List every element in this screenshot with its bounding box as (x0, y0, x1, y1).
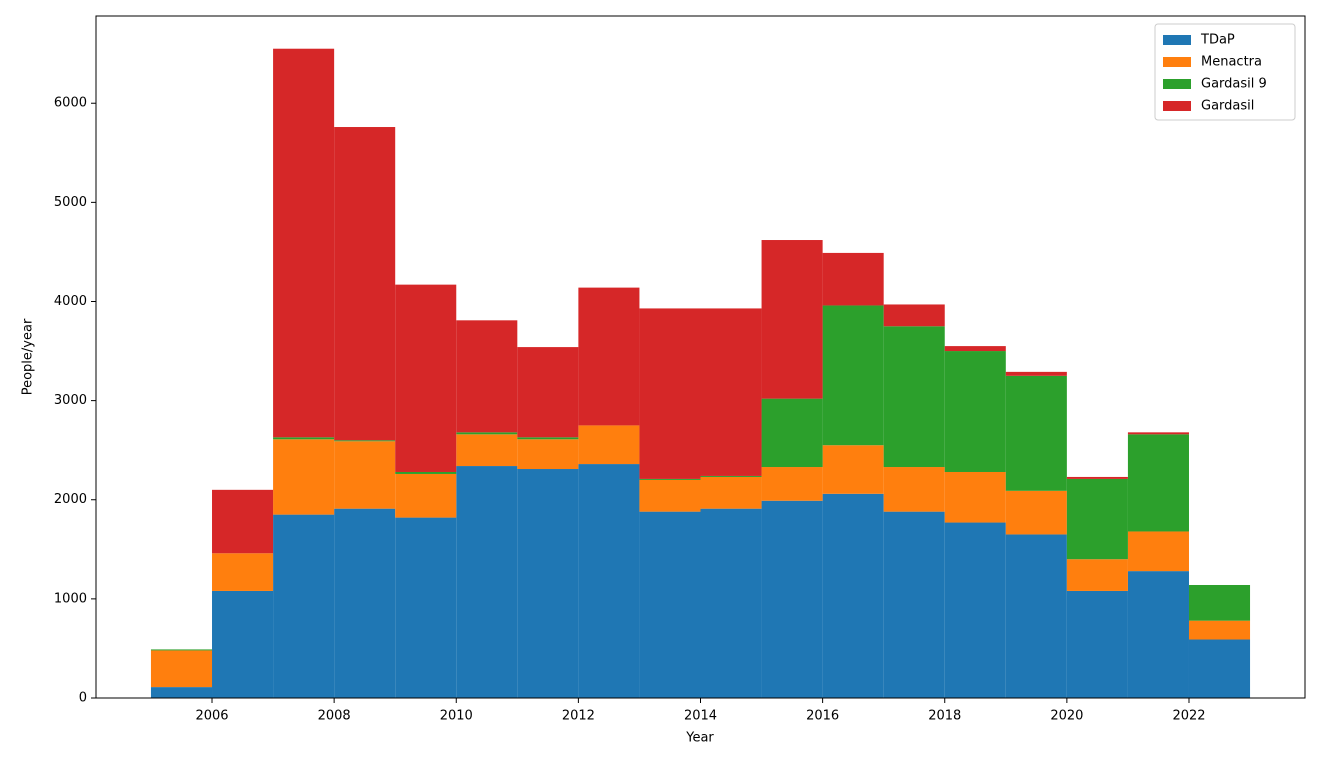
bar (150, 650, 213, 688)
x-tick-label: 2020 (1050, 709, 1083, 724)
bar (334, 508, 396, 698)
bar (883, 304, 945, 327)
bar (273, 439, 335, 515)
y-tick-label: 6000 (54, 96, 87, 111)
x-tick-label: 2016 (806, 709, 839, 724)
bar (1005, 371, 1067, 376)
y-tick-label: 2000 (54, 492, 87, 507)
bar (1188, 584, 1251, 621)
bar (1066, 478, 1128, 560)
y-tick-label: 4000 (54, 294, 87, 309)
bar (212, 590, 274, 698)
legend-label: TDaP (1200, 33, 1235, 48)
y-tick-label: 0 (79, 691, 87, 706)
bar (822, 445, 884, 494)
bar (1188, 620, 1251, 640)
bar (700, 476, 762, 509)
x-tick-label: 2022 (1172, 709, 1205, 724)
bar (761, 467, 823, 501)
y-tick-label: 5000 (54, 195, 87, 210)
bar (334, 127, 396, 441)
bar (395, 284, 457, 472)
y-axis-label: People/year (21, 318, 36, 395)
bar (517, 439, 579, 470)
bar (517, 347, 579, 438)
bar (395, 471, 457, 474)
bar (1005, 534, 1067, 698)
bar (273, 437, 335, 440)
bar (456, 466, 518, 698)
bar (456, 434, 518, 467)
bar (639, 479, 701, 512)
bar (578, 464, 640, 698)
bar (456, 320, 518, 433)
bar (517, 437, 579, 440)
bar (1066, 590, 1128, 698)
bar (700, 508, 762, 698)
x-tick-label: 2012 (562, 709, 595, 724)
bar (578, 287, 640, 426)
bar (1127, 434, 1189, 532)
bar (639, 511, 701, 698)
bar (212, 553, 274, 591)
bar (761, 240, 823, 399)
x-tick-label: 2014 (684, 709, 717, 724)
bar (761, 398, 823, 468)
bar (1066, 559, 1128, 591)
legend-label: Gardasil 9 (1201, 77, 1267, 92)
legend-box (1154, 23, 1296, 121)
legend-swatch (1163, 35, 1191, 45)
bar (212, 489, 274, 554)
y-tick-label: 3000 (54, 393, 87, 408)
bar (883, 511, 945, 698)
bar (395, 517, 457, 698)
bar (578, 425, 640, 465)
bar (517, 469, 579, 698)
bar (273, 48, 335, 438)
legend-swatch (1163, 101, 1191, 111)
bar (700, 308, 762, 476)
legend-label: Menactra (1201, 55, 1262, 70)
bar (1005, 375, 1067, 491)
x-tick-label: 2006 (195, 709, 228, 724)
bar (1066, 476, 1128, 479)
bar (700, 475, 762, 477)
bar (944, 346, 1006, 352)
legend-label: Gardasil (1201, 99, 1254, 114)
bar (822, 252, 884, 306)
bar (150, 649, 213, 651)
bar (1127, 531, 1189, 572)
bar (883, 326, 945, 468)
bar (822, 493, 884, 698)
bar (639, 308, 701, 479)
bar (639, 478, 701, 480)
legend-swatch (1163, 57, 1191, 67)
bar (150, 687, 213, 698)
x-tick-label: 2010 (440, 709, 473, 724)
x-tick-label: 2008 (318, 709, 351, 724)
bar (334, 441, 396, 509)
y-tick-label: 1000 (54, 591, 87, 606)
bar (1005, 490, 1067, 535)
bar (334, 440, 396, 442)
bar (1127, 571, 1189, 698)
bar (456, 432, 518, 435)
bar (1188, 639, 1251, 698)
bar (273, 514, 335, 698)
bar (1127, 432, 1189, 435)
x-tick-label: 2018 (928, 709, 961, 724)
bar (883, 467, 945, 512)
bar (395, 473, 457, 518)
bar (944, 351, 1006, 472)
bar (761, 500, 823, 698)
bar (944, 471, 1006, 523)
bar (944, 522, 1006, 698)
legend-swatch (1163, 79, 1191, 89)
bar (822, 305, 884, 446)
x-axis-label: Year (685, 731, 714, 746)
